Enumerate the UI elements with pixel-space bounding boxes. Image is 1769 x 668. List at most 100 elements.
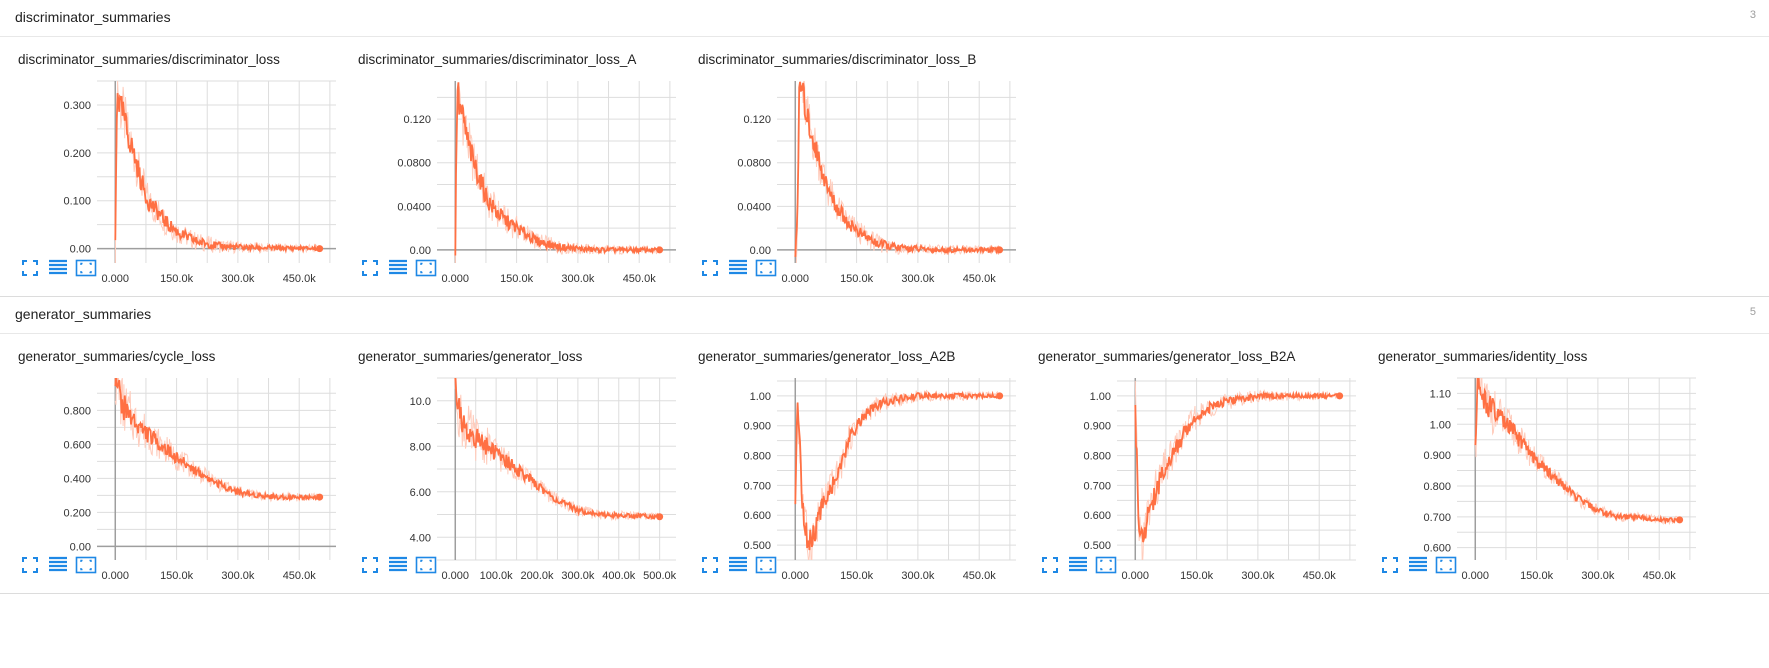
expand-chart-button[interactable] [358, 553, 382, 577]
chart-title: generator_summaries/cycle_loss [18, 349, 216, 364]
fit-domain-icon [415, 556, 437, 574]
y-tick-label: 0.200 [63, 507, 91, 519]
y-tick-label: 0.600 [1423, 543, 1451, 555]
fit-domain-icon [755, 259, 777, 277]
y-tick-label: 0.120 [403, 114, 431, 126]
x-tick-label: 200.0k [521, 570, 555, 582]
toggle-data-table-button[interactable] [386, 553, 410, 577]
fit-domain-button[interactable] [414, 553, 438, 577]
fullscreen-icon [1042, 557, 1058, 573]
grid [97, 80, 336, 263]
fit-domain-icon [75, 556, 97, 574]
series-line [114, 378, 320, 502]
chart-card: generator_summaries/generator_loss_A2B 0.… [680, 334, 1025, 584]
x-tick-label: 450.0k [623, 273, 657, 285]
fit-domain-button[interactable] [1434, 553, 1458, 577]
group-count: 5 [1749, 306, 1756, 318]
toggle-data-table-button[interactable] [1406, 553, 1430, 577]
fit-domain-icon [755, 556, 777, 574]
x-tick-label: 300.0k [901, 570, 935, 582]
series-line [454, 82, 661, 256]
expand-chart-button[interactable] [18, 256, 42, 280]
grid [437, 377, 676, 561]
fit-domain-button[interactable] [74, 256, 98, 280]
x-tick-label: 450.0k [1643, 570, 1677, 582]
series-line [454, 378, 661, 521]
line-chart[interactable]: 0.000 150.0k 300.0k 450.0k 0.00 0.100 0.200 0.3… [0, 37, 345, 287]
grid [97, 378, 336, 560]
y-tick-label: 0.100 [63, 196, 91, 208]
x-tick-label: 150.0k [160, 273, 194, 285]
y-tick-label: 0.600 [743, 510, 771, 522]
x-tick-label: 450.0k [963, 273, 997, 285]
grid [777, 81, 1016, 263]
expand-chart-button[interactable] [1038, 553, 1062, 577]
line-chart[interactable]: 0.000 150.0k 300.0k 450.0k 0.00 0.200 0.400 0.6… [0, 334, 345, 584]
group-header[interactable]: generator_summaries 5 [0, 297, 1769, 334]
y-tick-label: 0.0400 [397, 201, 431, 213]
x-tick-label: 0.000 [1121, 570, 1149, 582]
fit-domain-icon [1435, 556, 1457, 574]
x-tick-label: 400.0k [602, 570, 636, 582]
grid [1457, 377, 1696, 560]
fit-domain-button[interactable] [414, 256, 438, 280]
line-chart[interactable]: 0.000 150.0k 300.0k 450.0k 0.500 0.600 0.700 0.… [1020, 334, 1365, 584]
toggle-data-table-button[interactable] [726, 256, 750, 280]
group-title: discriminator_summaries [15, 9, 171, 25]
y-tick-label: 0.00 [70, 541, 91, 553]
series-end-point [316, 493, 324, 501]
expand-chart-button[interactable] [18, 553, 42, 577]
x-tick-label: 450.0k [283, 273, 317, 285]
x-tick-label: 100.0k [480, 570, 514, 582]
series-end-point [656, 513, 664, 521]
toggle-data-table-button[interactable] [1066, 553, 1090, 577]
fit-domain-button[interactable] [1094, 553, 1118, 577]
data-table-icon [729, 259, 747, 275]
data-table-icon [389, 556, 407, 572]
series-end-point [1676, 516, 1684, 524]
toggle-data-table-button[interactable] [726, 553, 750, 577]
chart-card: generator_summaries/generator_loss 0.000 1… [340, 334, 685, 584]
chart-title: discriminator_summaries/discriminator_lo… [18, 52, 280, 67]
y-tick-label: 8.00 [410, 441, 431, 453]
group-header[interactable]: discriminator_summaries 3 [0, 0, 1769, 37]
data-table-icon [49, 259, 67, 275]
series-line [794, 390, 1001, 551]
expand-chart-button[interactable] [358, 256, 382, 280]
expand-chart-button[interactable] [698, 256, 722, 280]
expand-chart-button[interactable] [1378, 553, 1402, 577]
line-chart[interactable]: 0.000 150.0k 300.0k 450.0k 0.500 0.600 0.700 0.… [680, 334, 1025, 584]
x-tick-label: 300.0k [561, 273, 595, 285]
y-tick-label: 0.300 [63, 100, 91, 112]
x-tick-label: 450.0k [1303, 570, 1337, 582]
y-tick-label: 0.700 [743, 480, 771, 492]
y-tick-label: 6.00 [410, 487, 431, 499]
series-end-point [316, 245, 324, 253]
x-tick-label: 150.0k [840, 273, 874, 285]
fullscreen-icon [362, 557, 378, 573]
data-table-icon [729, 556, 747, 572]
expand-chart-button[interactable] [698, 553, 722, 577]
y-tick-label: 0.800 [63, 405, 91, 417]
fit-domain-button[interactable] [754, 256, 778, 280]
y-tick-label: 0.200 [63, 148, 91, 160]
raw-series-line [454, 378, 661, 522]
y-tick-label: 0.500 [1083, 540, 1111, 552]
y-tick-label: 0.800 [743, 451, 771, 463]
toggle-data-table-button[interactable] [46, 256, 70, 280]
fullscreen-icon [22, 260, 38, 276]
chart-title: discriminator_summaries/discriminator_lo… [358, 52, 637, 67]
fit-domain-button[interactable] [754, 553, 778, 577]
toggle-data-table-button[interactable] [386, 256, 410, 280]
line-chart[interactable]: 0.000 100.0k 200.0k 300.0k 400.0k 500.0k 4.00 6… [340, 334, 685, 584]
fit-domain-icon [1095, 556, 1117, 574]
fullscreen-icon [702, 260, 718, 276]
fit-domain-button[interactable] [74, 553, 98, 577]
line-chart[interactable]: 0.000 150.0k 300.0k 450.0k 0.600 0.700 0.800 0.… [1360, 334, 1705, 584]
x-tick-label: 150.0k [1180, 570, 1214, 582]
toggle-data-table-button[interactable] [46, 553, 70, 577]
x-tick-label: 0.000 [1461, 570, 1489, 582]
line-chart[interactable]: 0.000 150.0k 300.0k 450.0k 0.00 0.0400 0.0800 0… [340, 37, 685, 287]
line-chart[interactable]: 0.000 150.0k 300.0k 450.0k 0.00 0.0400 0.0800 0… [680, 37, 1025, 287]
y-tick-label: 0.800 [1423, 481, 1451, 493]
